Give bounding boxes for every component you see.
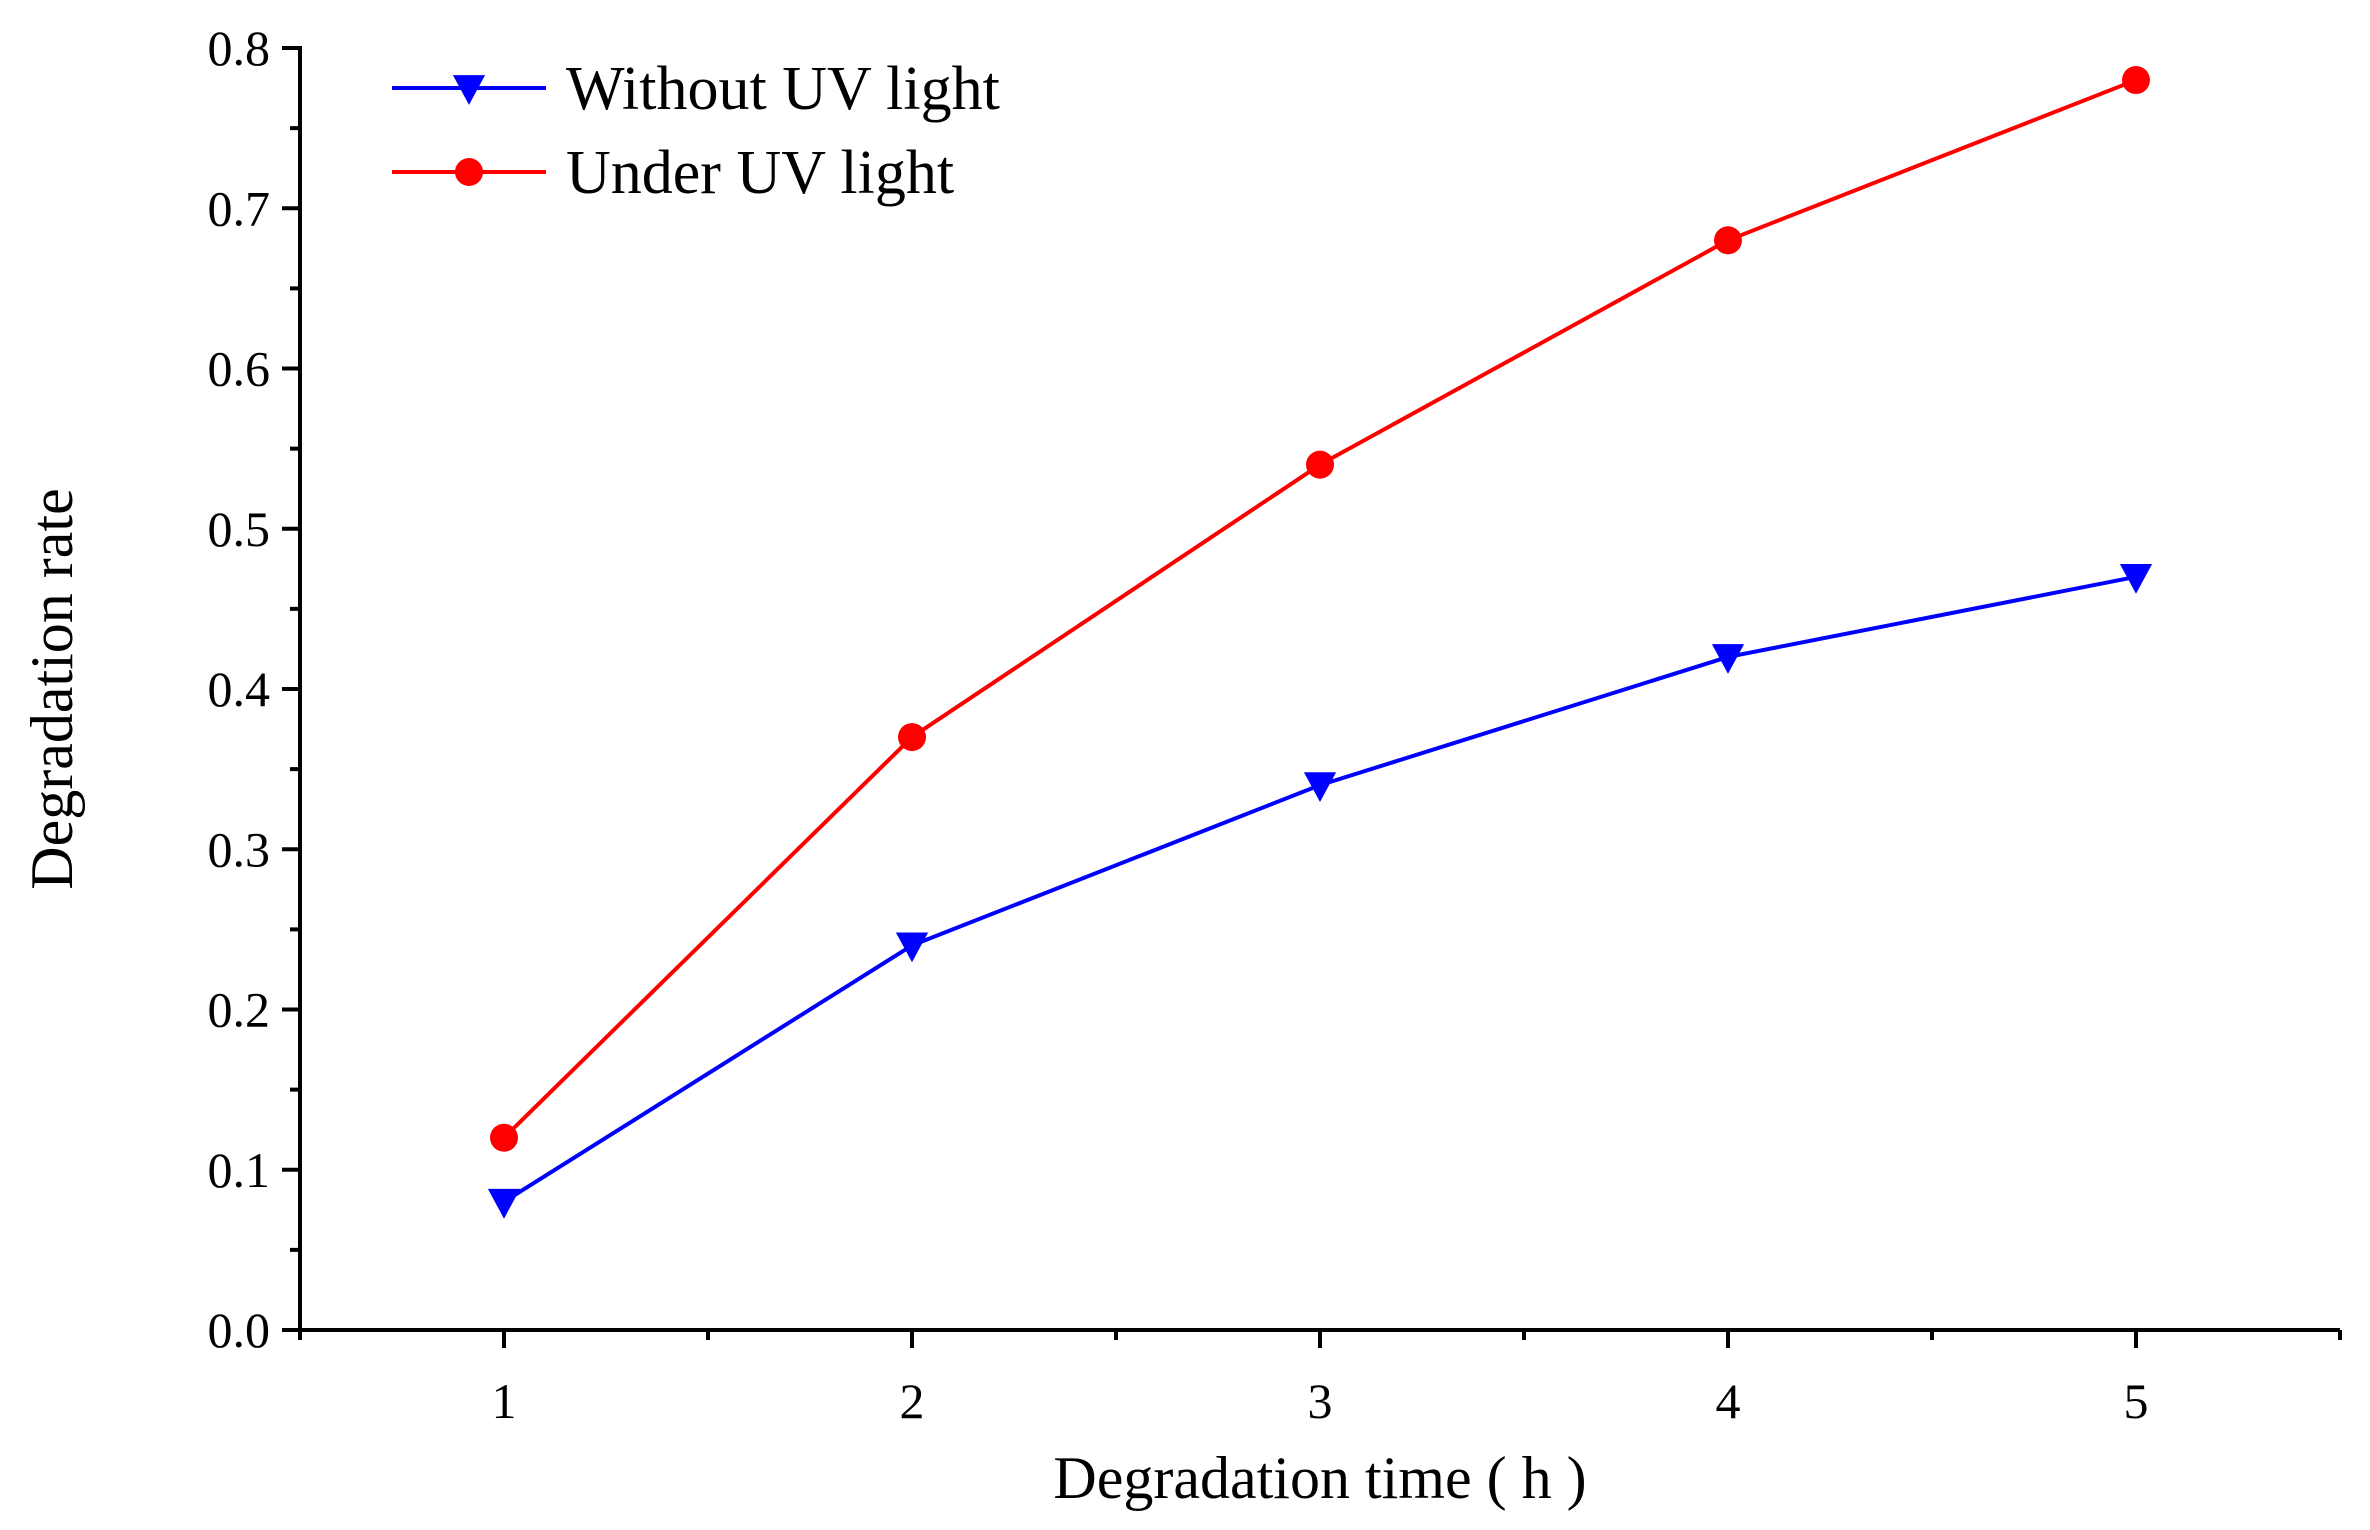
data-point-without-uv-light	[487, 1188, 521, 1219]
series-line-without-uv-light	[502, 574, 2137, 1204]
series-under-uv-light	[490, 66, 2150, 1152]
y-tick-label: 0.2	[208, 982, 271, 1038]
x-tick-label: 5	[2124, 1373, 2149, 1429]
legend-marker-under-uv-light	[455, 158, 483, 186]
legend-label-under-uv-light: Under UV light	[566, 139, 954, 207]
series-without-uv-light	[487, 563, 2153, 1219]
data-point-under-uv-light	[1714, 226, 1742, 255]
legend-marker-without-uv-light	[452, 75, 486, 105]
y-tick-label: 0.0	[208, 1302, 271, 1358]
x-axis-title: Degradation time ( h )	[1053, 1445, 1586, 1511]
data-point-without-uv-light	[2119, 563, 2153, 594]
x-tick-label: 2	[900, 1373, 925, 1429]
y-tick-label: 0.4	[208, 661, 271, 717]
data-point-without-uv-light	[1303, 772, 1337, 803]
series-line-under-uv-light	[502, 78, 2137, 1140]
legend-label-without-uv-light: Without UV light	[566, 55, 1000, 123]
data-point-without-uv-light	[1711, 644, 1745, 674]
data-point-under-uv-light	[490, 1123, 518, 1152]
x-tick-label: 1	[492, 1373, 517, 1429]
axes: 0.0 0.1 0.2 0.3 0.4 0.5 0.6 0.7 0.8 1 2 3 4 5	[208, 20, 2342, 1429]
series-layer	[487, 66, 2153, 1219]
legend-item-without-uv-light: Without UV light	[392, 55, 1000, 123]
y-tick-label: 0.7	[208, 180, 271, 236]
data-point-under-uv-light	[898, 723, 926, 752]
x-tick-label: 4	[1716, 1373, 1741, 1429]
data-point-under-uv-light	[1306, 450, 1334, 479]
y-axis-title: Degradation rate	[19, 488, 85, 889]
y-tick-label: 0.6	[208, 341, 271, 397]
data-point-without-uv-light	[895, 932, 929, 963]
data-point-under-uv-light	[2122, 66, 2150, 95]
y-tick-label: 0.8	[208, 20, 271, 76]
legend-item-under-uv-light: Under UV light	[392, 139, 954, 207]
y-tick-label: 0.5	[208, 501, 271, 557]
x-tick-label: 3	[1308, 1373, 1333, 1429]
y-tick-label: 0.3	[208, 821, 271, 877]
y-tick-label: 0.1	[208, 1142, 271, 1198]
legend: Without UV light Under UV light	[392, 55, 1000, 207]
